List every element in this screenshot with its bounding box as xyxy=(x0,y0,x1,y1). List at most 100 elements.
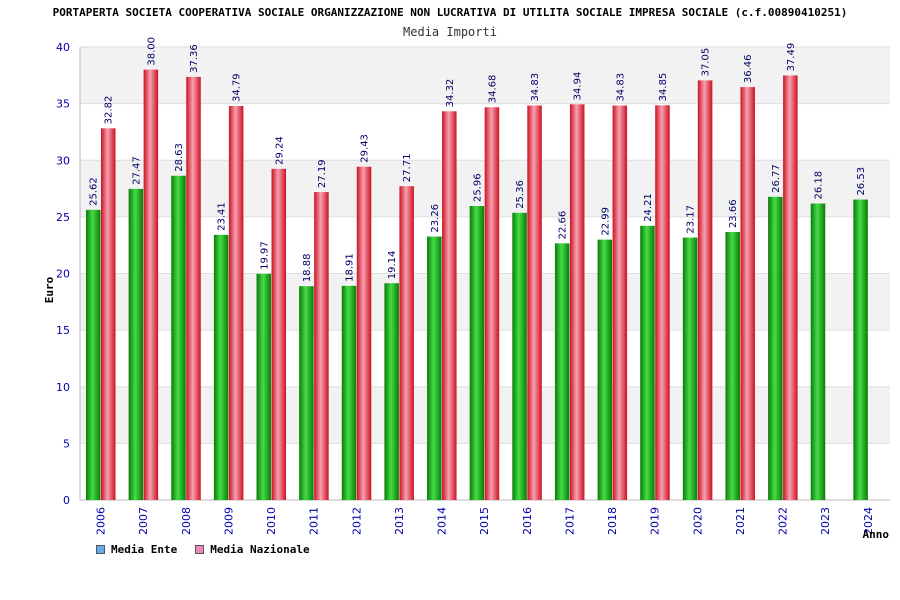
bar-media-nazionale xyxy=(612,105,628,501)
x-tick-label: 2019 xyxy=(649,507,662,535)
x-tick-label: 2012 xyxy=(350,507,363,535)
bar-media-ente xyxy=(512,212,527,500)
y-tick-label: 25 xyxy=(56,211,70,224)
bar-media-nazionale xyxy=(101,128,116,500)
chart-title: PORTAPERTA SOCIETA COOPERATIVA SOCIALE O… xyxy=(52,6,848,19)
x-tick-label: 2010 xyxy=(265,507,278,535)
x-tick-label: 2022 xyxy=(777,507,790,535)
legend-swatch-nazionale xyxy=(195,545,205,554)
bar-media-ente xyxy=(725,232,740,500)
bar-media-ente xyxy=(810,203,826,500)
x-tick-label: 2021 xyxy=(734,507,747,535)
x-tick-label: 2016 xyxy=(521,507,534,535)
legend-swatch-ente xyxy=(96,545,105,554)
data-label-media-nazionale: 27.19 xyxy=(317,159,328,188)
data-label-media-ente: 19.14 xyxy=(387,251,398,280)
data-label-media-nazionale: 34.94 xyxy=(573,72,584,101)
bar-media-nazionale xyxy=(527,105,542,501)
bar-media-nazionale xyxy=(143,69,159,501)
data-label-media-ente: 22.99 xyxy=(600,207,611,236)
bar-media-nazionale xyxy=(186,76,201,500)
x-tick-label: 2007 xyxy=(137,507,150,535)
bar-media-ente xyxy=(640,225,655,500)
x-tick-label: 2020 xyxy=(691,507,704,535)
data-label-media-ente: 18.88 xyxy=(302,254,313,283)
data-label-media-nazionale: 29.24 xyxy=(274,136,285,165)
y-tick-label: 15 xyxy=(56,324,70,337)
x-tick-label: 2009 xyxy=(222,507,235,535)
data-label-media-nazionale: 37.49 xyxy=(786,43,797,72)
bar-media-ente xyxy=(853,199,868,501)
data-label-media-ente: 19.97 xyxy=(259,241,270,270)
bar-media-nazionale xyxy=(442,111,457,501)
bar-media-nazionale xyxy=(399,186,414,500)
y-tick-label: 20 xyxy=(56,268,70,281)
data-label-media-ente: 24.21 xyxy=(643,193,654,222)
data-label-media-nazionale: 34.85 xyxy=(658,73,669,102)
y-tick-label: 30 xyxy=(56,154,70,167)
data-label-media-ente: 23.41 xyxy=(217,202,228,231)
bar-media-ente xyxy=(597,239,613,500)
data-label-media-nazionale: 34.32 xyxy=(445,79,456,108)
data-label-media-ente: 27.47 xyxy=(131,156,142,185)
bar-media-nazionale xyxy=(228,106,244,501)
data-label-media-ente: 26.18 xyxy=(813,171,824,200)
bar-media-ente xyxy=(213,234,229,500)
bar-media-ente xyxy=(469,206,485,501)
bar-media-nazionale xyxy=(484,107,500,501)
bar-media-nazionale xyxy=(356,166,372,500)
x-axis-label: Anno xyxy=(863,528,890,541)
x-tick-label: 2006 xyxy=(95,507,108,535)
data-label-media-nazionale: 37.05 xyxy=(701,48,712,77)
y-tick-label: 0 xyxy=(63,494,70,507)
legend-item-ente: Media Ente xyxy=(96,543,177,556)
data-label-media-nazionale: 38.00 xyxy=(146,37,157,66)
data-label-media-nazionale: 34.83 xyxy=(530,73,541,102)
bar-media-nazionale xyxy=(314,192,329,501)
data-label-media-ente: 23.26 xyxy=(430,204,441,233)
bar-media-nazionale xyxy=(569,104,585,500)
data-label-media-ente: 25.62 xyxy=(89,177,100,206)
y-tick-label: 5 xyxy=(63,437,70,450)
legend-label-ente: Media Ente xyxy=(111,543,178,556)
bar-media-ente xyxy=(86,209,101,500)
x-tick-label: 2015 xyxy=(478,507,491,535)
data-label-media-nazionale: 37.36 xyxy=(189,44,200,73)
bar-media-ente xyxy=(341,285,357,500)
data-label-media-nazionale: 27.71 xyxy=(402,154,413,183)
data-label-media-ente: 22.66 xyxy=(558,211,569,240)
bar-media-ente xyxy=(768,196,783,500)
bar-media-nazionale xyxy=(655,105,670,500)
bar-media-nazionale xyxy=(740,87,755,500)
data-label-media-ente: 26.53 xyxy=(856,167,867,196)
y-tick-label: 35 xyxy=(56,98,70,111)
x-tick-label: 2017 xyxy=(563,507,576,535)
y-axis-label: Euro xyxy=(43,276,56,303)
bar-media-ente xyxy=(554,243,570,501)
y-tick-label: 10 xyxy=(56,381,70,394)
y-tick-label: 40 xyxy=(56,41,70,54)
bar-media-ente xyxy=(171,175,186,500)
x-tick-label: 2018 xyxy=(606,507,619,535)
legend: Media Ente Media Nazionale xyxy=(96,543,310,556)
data-label-media-ente: 23.66 xyxy=(728,199,739,228)
x-tick-label: 2024 xyxy=(862,507,875,535)
x-tick-label: 2023 xyxy=(819,507,832,535)
data-label-media-nazionale: 29.43 xyxy=(360,134,371,163)
plot-band xyxy=(80,47,890,104)
data-label-media-ente: 23.17 xyxy=(686,205,697,234)
data-label-media-ente: 25.96 xyxy=(472,173,483,202)
x-tick-label: 2008 xyxy=(180,507,193,535)
bar-media-ente xyxy=(256,273,272,500)
x-tick-label: 2013 xyxy=(393,507,406,535)
bar-media-ente xyxy=(427,236,442,500)
data-label-media-ente: 28.63 xyxy=(174,143,185,172)
bar-media-ente xyxy=(682,237,698,501)
chart-subtitle: Media Importi xyxy=(403,25,497,39)
x-tick-label: 2011 xyxy=(308,507,321,535)
data-label-media-ente: 25.36 xyxy=(515,180,526,209)
data-label-media-nazionale: 34.83 xyxy=(615,73,626,102)
data-label-media-ente: 26.77 xyxy=(771,164,782,193)
bar-media-nazionale xyxy=(271,168,287,500)
